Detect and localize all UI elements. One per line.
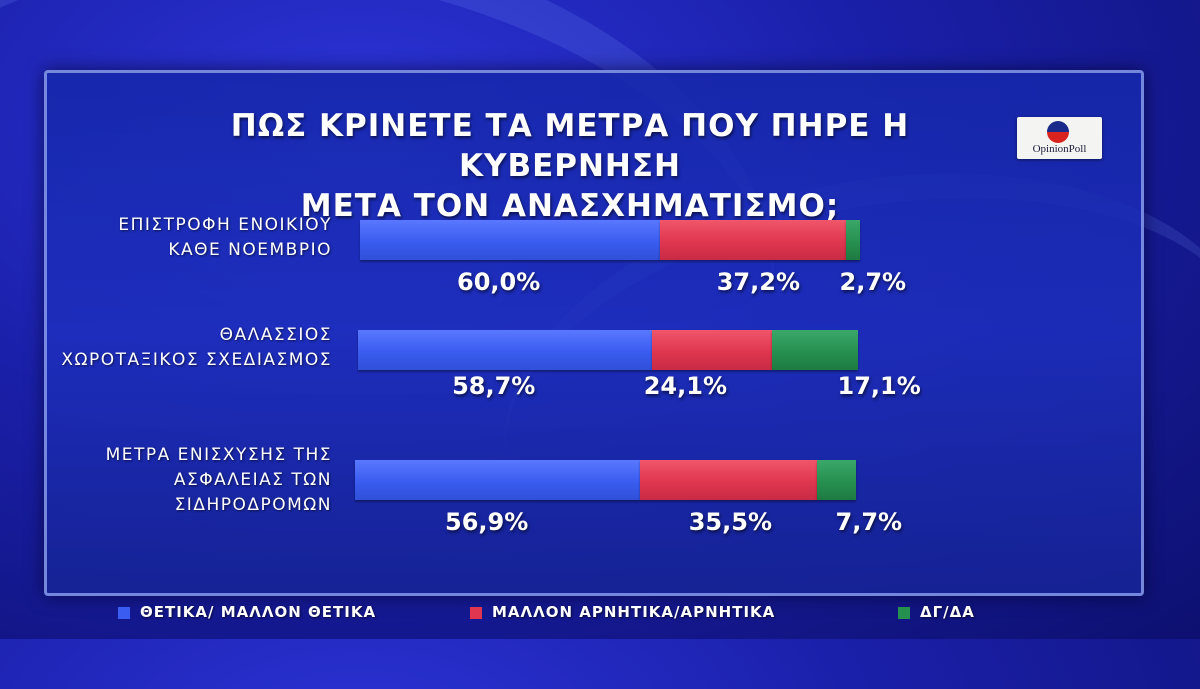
positive-segment (360, 220, 660, 260)
legend-label: ΜΑΛΛΟΝ ΑΡΝΗΤΙΚΑ/ΑΡΝΗΤΙΚΑ (492, 603, 776, 621)
dk-value: 7,7% (835, 508, 903, 536)
negative-segment (660, 220, 846, 260)
positive-value: 60,0% (457, 268, 541, 296)
negative-value: 35,5% (688, 508, 772, 536)
category-label: ΜΕΤΡΑ ΕΝΙΣΧΥΣΗΣ ΤΗΣ ΑΣΦΑΛΕΙΑΣ ΤΩΝ ΣΙΔΗΡΟ… (105, 445, 332, 515)
category-label: ΘΑΛΑΣΣΙΟΣ ΧΩΡΟΤΑΞΙΚΟΣ ΣΧΕΔΙΑΣΜΟΣ (61, 325, 332, 370)
category-label: ΕΠΙΣΤΡΟΦΗ ΕΝΟΙΚΙΟΥ ΚΑΘΕ ΝΟΕΜΒΡΙΟ (118, 215, 332, 260)
legend-label: ΔΓ/ΔΑ (920, 603, 975, 621)
dk-segment (772, 330, 858, 370)
positive-value: 56,9% (445, 508, 529, 536)
dk-value: 2,7% (839, 268, 907, 296)
logo-text: OpinionPoll (1032, 143, 1087, 155)
opinionpoll-logo: OpinionPoll (1017, 117, 1102, 159)
negative-segment (639, 460, 817, 500)
dk-segment (817, 460, 856, 500)
legend-swatch (118, 607, 130, 619)
chart-title: ΠΩΣ ΚΡΙΝΕΤΕ ΤΑ ΜΕΤΡΑ ΠΟΥ ΠΗΡΕ Η ΚΥΒΕΡΝΗΣ… (130, 106, 1010, 226)
dk-value: 17,1% (837, 372, 921, 400)
opinionpoll-logo-icon (1047, 121, 1069, 143)
positive-segment (355, 460, 640, 500)
legend-label: ΘΕΤΙΚΑ/ ΜΑΛΛΟΝ ΘΕΤΙΚΑ (140, 603, 377, 621)
title-line-2: ΜΕΤΑ ΤΟΝ ΑΝΑΣΧΗΜΑΤΙΣΜΟ; (300, 188, 840, 224)
negative-value: 37,2% (716, 268, 800, 296)
legend-swatch (898, 607, 910, 619)
dk-segment (846, 220, 860, 260)
negative-segment (651, 330, 772, 370)
legend-swatch (470, 607, 482, 619)
title-line-1: ΠΩΣ ΚΡΙΝΕΤΕ ΤΑ ΜΕΤΡΑ ΠΟΥ ΠΗΡΕ Η ΚΥΒΕΡΝΗΣ… (230, 108, 910, 184)
positive-segment (358, 330, 652, 370)
positive-value: 58,7% (452, 372, 536, 400)
negative-value: 24,1% (643, 372, 727, 400)
